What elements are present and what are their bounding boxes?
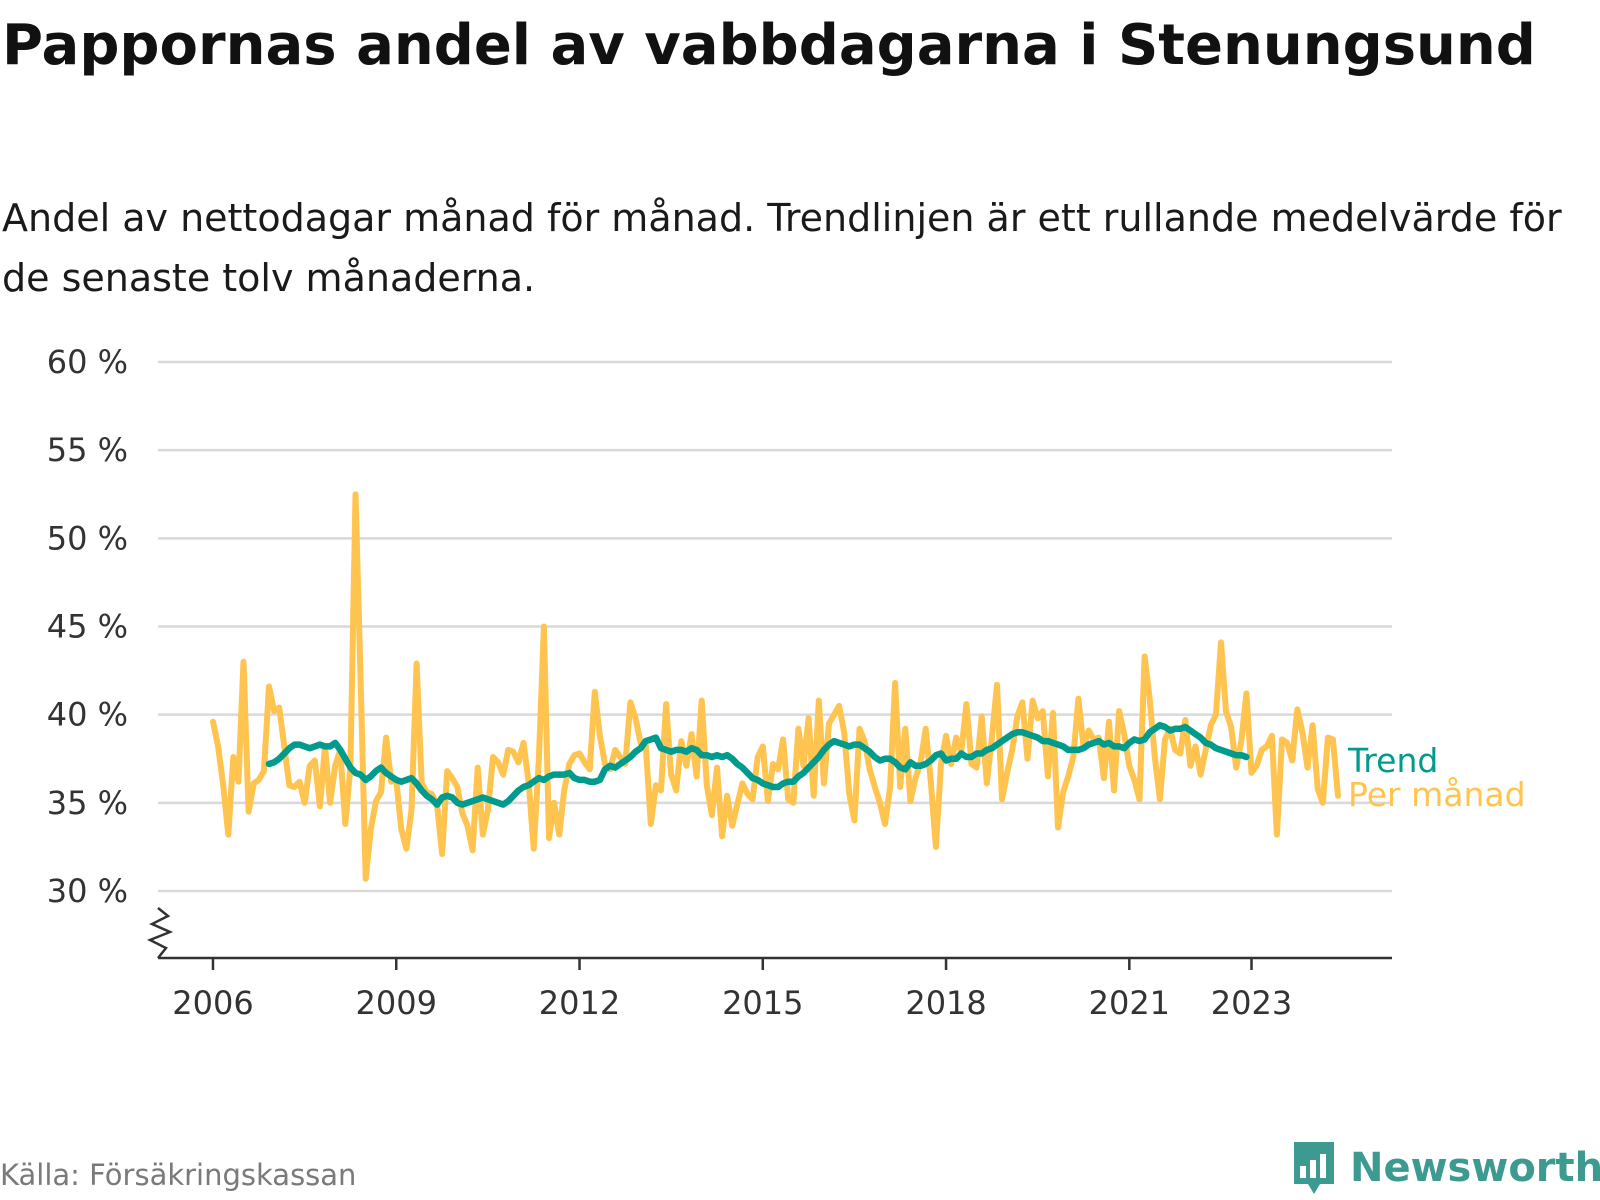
chart-title: Pappornas andel av vabbdagarna i Stenung… [2,13,1536,78]
series-label-per-manad: Per månad [1348,775,1526,814]
y-tick-label-30: 30 % [47,872,128,910]
line-chart: 30 % 35 % 40 % 45 % 50 % 55 % 60 % 2006 2009 201… [47,343,1526,1022]
source-note: Källa: Försäkringskassan [0,1158,357,1192]
y-tick-label-60: 60 % [47,343,128,381]
x-tick-label-2009: 2009 [356,984,437,1022]
x-tick-label-2018: 2018 [905,984,986,1022]
x-tick-label-2012: 2012 [539,984,620,1022]
chart-subtitle: Andel av nettodagar månad för månad. Tre… [2,196,1562,300]
x-tick-label-2021: 2021 [1089,984,1170,1022]
y-axis-break-icon [146,907,174,959]
newsworthy-logo-icon [1294,1142,1334,1194]
y-tick-label-55: 55 % [47,431,128,469]
series-line-per-manad [210,491,1341,882]
x-axis-ticks: 2006 2009 2012 2015 2018 2021 2023 [172,958,1292,1022]
series-line-trend [265,721,1250,808]
y-tick-label-50: 50 % [47,519,128,557]
x-tick-label-2023: 2023 [1211,984,1292,1022]
y-tick-label-45: 45 % [47,608,128,646]
series-lines [210,491,1341,882]
y-tick-label-40: 40 % [47,696,128,734]
y-tick-label-35: 35 % [47,784,128,822]
brand-logo: Newsworthy [1290,1140,1600,1196]
y-axis-ticks: 30 % 35 % 40 % 45 % 50 % 55 % 60 % [47,343,128,910]
x-axis [146,907,1392,960]
series-label-trend: Trend [1347,741,1438,780]
brand-name: Newsworthy [1350,1145,1600,1191]
x-tick-label-2006: 2006 [172,984,253,1022]
x-tick-label-2015: 2015 [722,984,803,1022]
